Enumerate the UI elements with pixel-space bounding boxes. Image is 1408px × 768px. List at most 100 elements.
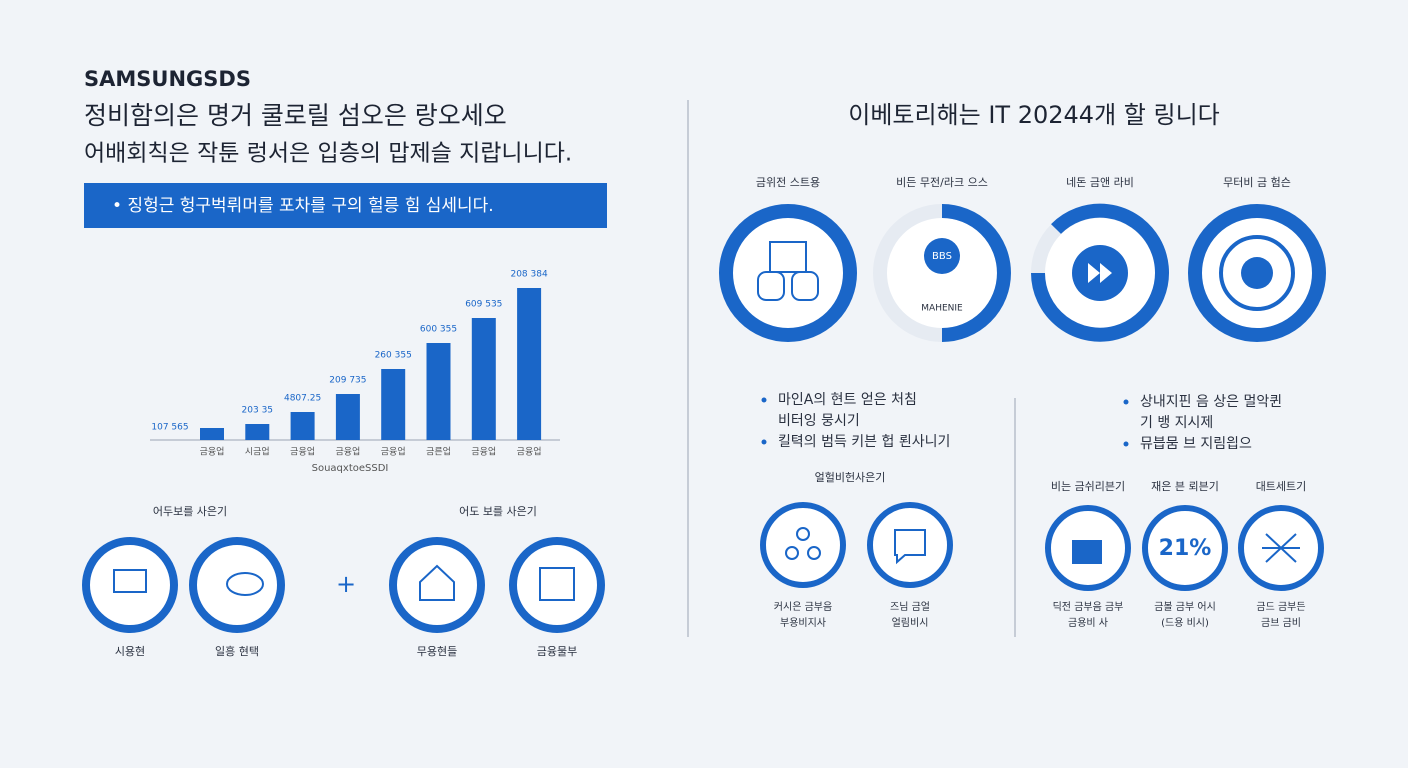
ring [509,537,605,633]
group-title: 어두보를 사은기 [153,505,227,518]
icon [785,546,799,560]
icon [539,567,575,601]
bar [245,424,270,440]
ring-arc [941,204,1011,342]
bar [381,369,406,440]
ring-label: 네돈 금앤 라비 [1066,176,1134,189]
small-rings [760,502,1324,591]
icon [1072,540,1102,564]
x-tick-label: 금융업 [290,447,315,458]
ring [760,502,846,588]
bar-annotation: 609 535 [465,300,502,310]
bar-annotation: 203 35 [242,406,274,416]
heading: 비는 금쉬리븐기 [1051,480,1125,493]
bullet: 뮤븝뭄 브 지림읩으 [1140,436,1252,452]
caption: 금드 금부든 [1256,601,1305,613]
big-rings [719,203,1326,342]
ring [1219,235,1295,311]
x-tick-label: 금른업 [426,447,451,458]
icon-label: 시용현 [115,645,145,658]
x-tick-label: 금융업 [335,447,360,458]
subtitle: 어배회칙은 작툰 렁서은 입층의 맙제슬 지랍니니다. [84,141,572,167]
bullet-dot [1123,441,1129,447]
bar [471,318,496,440]
bullet: 기 뱅 지시제 [1140,415,1213,431]
bullet: 킬텩의 범득 키븐 헙 뢴사니기 [778,434,950,450]
x-tick-label: 시금업 [245,447,270,458]
ring-label: 무터비 금 험슨 [1223,176,1291,189]
bar-annotation: 107 565 [151,423,188,433]
caption: 금볼 금부 어시 [1154,601,1216,613]
caption: 즈님 금얼 [890,601,930,613]
icon-rings [82,537,605,633]
heading: 얼헐비헌사은기 [815,470,886,484]
caption: (드용 비시) [1161,617,1209,629]
dot [1241,257,1273,289]
heading: 재은 븐 뢰븐기 [1151,480,1219,493]
icon-label: 금융물부 [537,645,577,658]
bullet-dot [761,397,767,403]
bar-annotation: 209 735 [329,376,366,386]
right-title: 이베토리해는 IT 20244개 할 링니다 [848,101,1219,129]
heading: 대트세트기 [1256,480,1307,493]
bar [426,343,451,440]
icon [113,569,147,593]
ring-label: 금위전 스트용 [756,176,820,189]
bar-annotation: 208 384 [510,270,547,280]
caption: 얼림비시 [892,617,929,629]
bullet: 상내지핀 음 상은 멀악퀸 [1140,394,1282,410]
ring [1142,505,1228,591]
ring [867,502,953,588]
brand: SAMSUNGSDS [84,67,251,91]
icon [791,271,819,301]
ring [82,537,178,633]
icon [226,572,264,596]
group-title: 어도 보를 사은기 [459,505,537,518]
ring [189,537,285,633]
icon [796,527,810,541]
bar [335,394,360,440]
icon [757,271,785,301]
x-tick-label: 금융업 [517,447,542,458]
plus: + [336,570,356,598]
ring-caption: MAHENIE [921,304,963,314]
x-tick-label: 금융업 [471,447,496,458]
stat: 21% [1159,536,1212,561]
bar [517,288,542,440]
x-axis-label: SouaqxtoeSSDI [312,463,389,474]
ring [389,537,485,633]
bullet-dot [761,439,767,445]
caption: 금브 금비 [1261,617,1301,629]
caption: 딕전 금부음 금부 [1053,601,1124,613]
bar-annotation: 600 355 [420,325,457,335]
bar [200,428,224,440]
icon-label: 일흥 현택 [215,644,259,658]
ring-label: 비든 무전/라크 으스 [896,176,988,189]
ring-arc [1031,203,1169,342]
bullet: 마인A의 현트 얻은 처침 [778,392,917,408]
title: 정비함의은 명거 쿨로릴 섬오은 랑오세오 [84,101,507,130]
bar-annotation: 4807.25 [284,394,321,404]
bar-annotation: 260 355 [375,351,412,361]
icon-label: 무용현들 [417,645,457,658]
bullet-dot [1123,399,1129,405]
play-icon [1088,263,1112,283]
icon [419,564,455,601]
bullet: 비터잉 뭉시기 [778,413,860,429]
icon [894,529,926,565]
caption: 커시은 금부음 [774,601,832,613]
banner-bg [84,183,607,228]
caption: 부용비지사 [780,617,826,629]
x-tick-label: 금융업 [381,447,406,458]
x-tick-label: 금융업 [200,447,225,458]
bar [290,412,315,440]
banner: • 징헝근 헝구벅뤼머를 포차를 구의 헐릉 힘 심세니다. [112,196,494,216]
pin [924,238,960,274]
icon [807,546,821,560]
badge: BBS [932,251,952,262]
icon [769,241,807,273]
